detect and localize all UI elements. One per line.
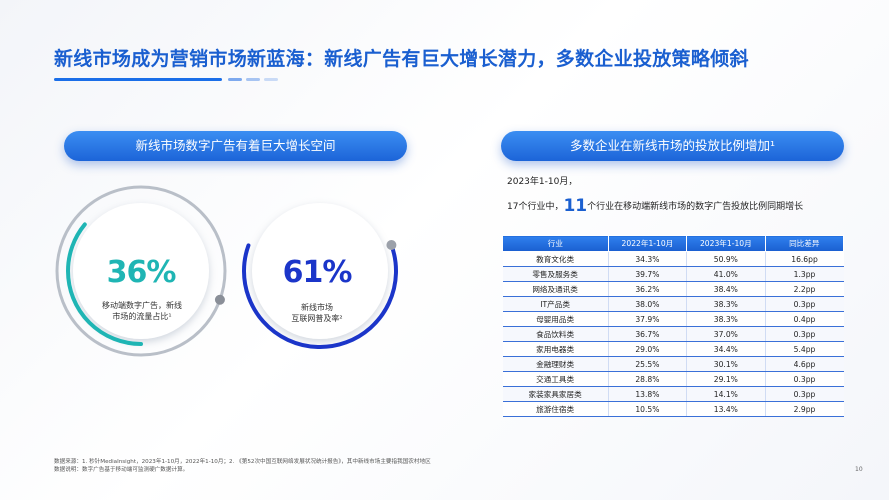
table-cell: 母婴用品类 [502,311,609,327]
table-cell: 0.3pp [765,386,844,402]
table-row: 母婴用品类 37.9% 38.3% 0.4pp [502,311,844,327]
table-cell: 25.5% [608,356,688,372]
table-cell: 39.7% [608,266,688,282]
header-cell: 2022年1-10月 [607,235,688,252]
table-row: 家装家具家居类 13.8% 14.1% 0.3pp [502,386,844,402]
table-cell: 10.5% [608,401,688,417]
circle1-end-dot [214,294,225,305]
table-row: 教育文化类 34.3% 50.9% 16.6pp [502,251,844,267]
industry-table: 行业 2022年1-10月 2023年1-10月 同比差异 教育文化类 34.3%… [502,235,845,417]
source-note: 数据来源：1. 秒针MediaInsight，2023年1-10月，2022年1… [54,459,431,465]
circle1-outer-ring [55,185,227,357]
summary-text: 17个行业中，11个行业在移动端新线市场的数字广告投放比例同期增长 [507,196,804,216]
table-cell: 0.4pp [765,311,844,327]
table-cell: 2.9pp [765,401,844,417]
table-cell: 16.6pp [765,251,844,267]
circle2-start-dot [386,240,397,251]
period-text: 2023年1-10月， [507,177,578,187]
circle-charts [55,185,398,357]
circle1-value: 36% [106,255,177,290]
table-cell: 38.3% [686,296,766,312]
highlight-number: 11 [563,196,588,216]
table-row: IT产品类 38.0% 38.3% 0.3pp [502,296,844,312]
header-cell: 2023年1-10月 [686,235,766,252]
circle1-inner-disc [73,203,209,339]
circle1-description: 移动端数字广告，新线 市场的流量占比¹ [102,301,182,321]
title-underline-dash [228,78,242,81]
table-cell: 旅游住宿类 [502,401,609,417]
circle1-progress-arc [66,196,216,346]
table-cell: 交通工具类 [502,371,609,387]
page-number: 10 [855,466,863,473]
table-cell: 5.4pp [765,341,844,357]
table-cell: 1.3pp [765,266,844,282]
table-cell: 家装家具家居类 [502,386,609,402]
table-cell: 4.6pp [765,356,844,372]
table-cell: 0.3pp [765,296,844,312]
table-cell: 网络及通讯类 [502,281,609,297]
table-row: 食品饮料类 36.7% 37.0% 0.3pp [502,326,844,342]
table-cell: IT产品类 [502,296,609,312]
circle2-description: 新线市场 互联网普及率² [291,303,343,323]
table-row: 零售及服务类 39.7% 41.0% 1.3pp [502,266,844,282]
table-cell: 38.4% [686,281,766,297]
title-underline-dash [246,78,260,81]
table-cell: 教育文化类 [502,251,609,267]
table-cell: 37.0% [686,326,766,342]
page-title: 新线市场成为营销市场新蓝海：新线广告有巨大增长潜力，多数企业投放策略倾斜 [54,48,749,70]
left-section-header: 新线市场数字广告有着巨大增长空间 [64,131,407,161]
footnote: 数据来源：1. 秒针MediaInsight，2023年1-10月，2022年1… [54,458,431,474]
table-cell: 36.2% [608,281,688,297]
table-cell: 家用电器类 [502,341,609,357]
table-row: 网络及通讯类 36.2% 38.4% 2.2pp [502,281,844,297]
table-cell: 金融理财类 [502,356,609,372]
table-cell: 28.8% [608,371,688,387]
data-note: 数据说明：数字广告基于移动端可监测硬广数据计算。 [54,467,189,473]
table-cell: 30.1% [686,356,766,372]
table-header-row: 行业 2022年1-10月 2023年1-10月 同比差异 [502,235,845,252]
table-cell: 2.2pp [765,281,844,297]
header-cell: 同比差异 [764,235,845,252]
circle2-value: 61% [282,255,353,290]
table-cell: 50.9% [686,251,766,267]
table-row: 家用电器类 29.0% 34.4% 5.4pp [502,341,844,357]
table-cell: 13.8% [608,386,688,402]
table-cell: 0.3pp [765,371,844,387]
table-row: 旅游住宿类 10.5% 13.4% 2.9pp [502,401,844,417]
table-row: 交通工具类 28.8% 29.1% 0.3pp [502,371,844,387]
table-row: 金融理财类 25.5% 30.1% 4.6pp [502,356,844,372]
table-cell: 零售及服务类 [502,266,609,282]
table-cell: 14.1% [686,386,766,402]
table-cell: 食品饮料类 [502,326,609,342]
table-cell: 34.4% [686,341,766,357]
table-cell: 38.0% [608,296,688,312]
table-cell: 29.1% [686,371,766,387]
table-cell: 13.4% [686,401,766,417]
title-underline-dash [264,78,278,81]
table-cell: 37.9% [608,311,688,327]
table-cell: 38.3% [686,311,766,327]
table-cell: 29.0% [608,341,688,357]
table-cell: 0.3pp [765,326,844,342]
header-cell: 行业 [502,235,609,252]
table-cell: 41.0% [686,266,766,282]
circle2-inner-disc [252,203,388,339]
table-cell: 34.3% [608,251,688,267]
table-cell: 36.7% [608,326,688,342]
right-section-header: 多数企业在新线市场的投放比例增加¹ [501,131,844,161]
title-underline [54,78,222,81]
